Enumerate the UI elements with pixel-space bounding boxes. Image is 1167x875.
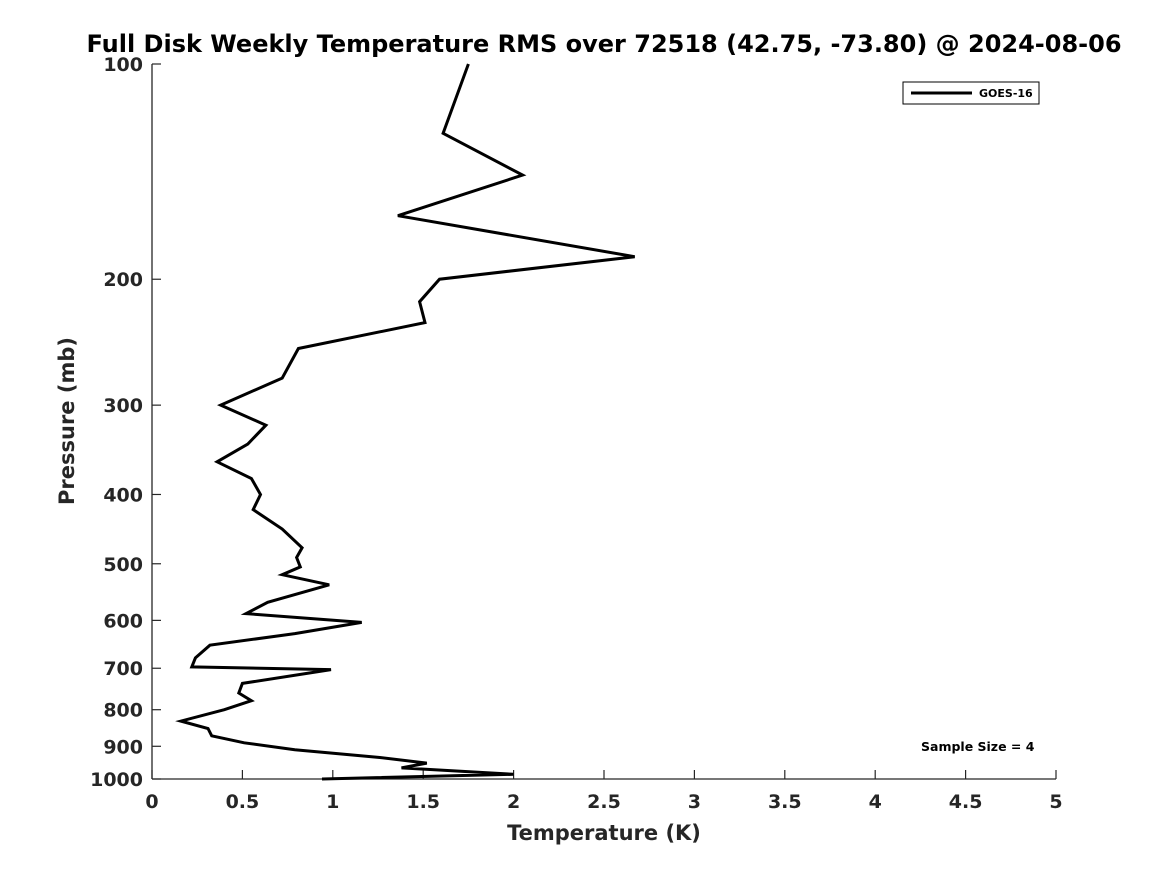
series-line-goes-16 <box>175 63 635 781</box>
y-tick-label: 1000 <box>90 769 143 791</box>
y-axis-ticks: 100 200 300 400 500 600 700 800 900 1000 <box>90 54 161 791</box>
y-tick-label: 500 <box>103 554 143 576</box>
y-tick-label: 200 <box>103 269 143 291</box>
x-tick-label: 1 <box>326 791 339 813</box>
x-axis-label: Temperature (K) <box>507 821 701 845</box>
sample-size-annotation: Sample Size = 4 <box>921 739 1035 754</box>
x-tick-label: 4 <box>869 791 882 813</box>
x-tick-label: 2 <box>507 791 520 813</box>
x-tick-label: 3 <box>688 791 701 813</box>
x-tick-label: 2.5 <box>587 791 621 813</box>
x-tick-label: 3.5 <box>768 791 802 813</box>
x-tick-label: 4.5 <box>949 791 983 813</box>
x-tick-label: 0 <box>145 791 158 813</box>
x-axis-ticks: 0 0.5 1 1.5 2 2.5 3 3.5 4 4.5 5 <box>145 770 1063 813</box>
y-tick-label: 300 <box>103 395 143 417</box>
y-tick-label: 900 <box>103 736 143 758</box>
x-tick-label: 0.5 <box>226 791 260 813</box>
y-tick-label: 100 <box>103 54 143 76</box>
y-tick-label: 600 <box>103 610 143 632</box>
y-tick-label: 700 <box>103 658 143 680</box>
legend-label: GOES-16 <box>979 87 1033 100</box>
y-tick-label: 400 <box>103 484 143 506</box>
series-group <box>175 63 635 781</box>
legend: GOES-16 <box>902 81 1040 105</box>
y-tick-label: 800 <box>103 700 143 722</box>
y-axis-label: Pressure (mb) <box>55 337 79 505</box>
chart-title: Full Disk Weekly Temperature RMS over 72… <box>86 30 1121 58</box>
x-tick-label: 5 <box>1049 791 1062 813</box>
x-tick-label: 1.5 <box>406 791 440 813</box>
